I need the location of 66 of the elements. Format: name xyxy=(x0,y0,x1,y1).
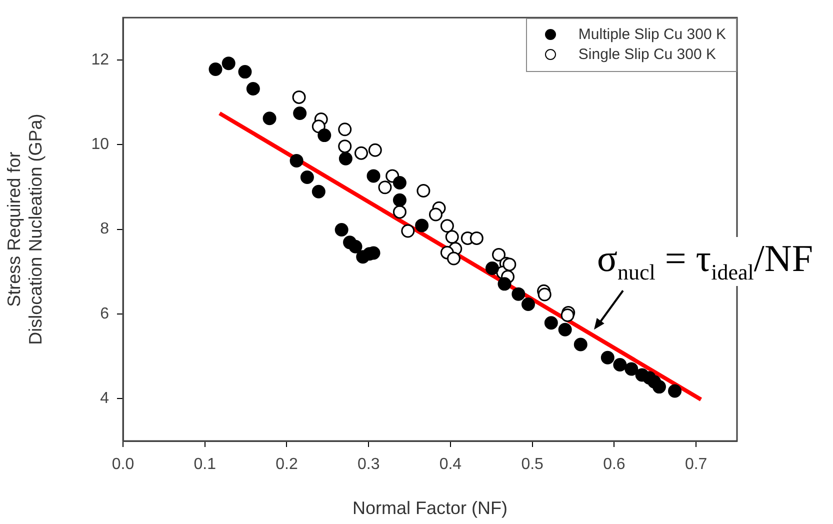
x-tick-label: 0.1 xyxy=(194,456,216,474)
x-tick-label: 0.0 xyxy=(112,456,134,474)
point xyxy=(574,338,588,352)
y-tick-label: 12 xyxy=(91,51,110,68)
x-axis-title: Normal Factor (NF) xyxy=(352,498,508,518)
point xyxy=(498,277,512,291)
point xyxy=(292,90,306,104)
point xyxy=(366,169,380,183)
annotation: σ$_{nucl}$ = τ$_{ideal}$/NF xyxy=(597,236,813,286)
point xyxy=(415,218,429,232)
point xyxy=(416,184,430,198)
point xyxy=(318,128,332,142)
point xyxy=(470,231,484,245)
point xyxy=(246,82,260,96)
y-tick-label: 4 xyxy=(100,390,110,408)
x-tick-label: 0.2 xyxy=(276,456,298,474)
point xyxy=(338,152,352,166)
point xyxy=(538,288,552,302)
point xyxy=(300,170,314,184)
point xyxy=(208,62,222,76)
point xyxy=(238,65,252,79)
point xyxy=(334,222,348,236)
point xyxy=(262,112,276,126)
legend-label: Single Slip Cu 300 K xyxy=(578,46,716,64)
x-tick-label: 0.6 xyxy=(603,456,626,474)
point xyxy=(354,146,368,160)
point xyxy=(624,362,638,376)
point xyxy=(293,106,307,120)
x-tick-label: 0.4 xyxy=(439,456,462,474)
point xyxy=(558,322,572,336)
x-tick-label: 0.7 xyxy=(684,456,708,474)
point xyxy=(560,308,574,322)
point xyxy=(613,358,627,372)
point xyxy=(290,154,304,168)
point xyxy=(512,287,526,301)
point xyxy=(440,219,454,233)
y-tick-label: 8 xyxy=(100,220,110,238)
point xyxy=(392,176,406,190)
point xyxy=(600,350,614,364)
point xyxy=(544,316,558,330)
point xyxy=(312,120,326,134)
y-tick-label: 6 xyxy=(100,305,110,322)
y-axis-title: Stress Required for Dislocation Nucleation (GPa) xyxy=(4,114,46,345)
point xyxy=(392,193,406,207)
point xyxy=(652,380,666,394)
legend-label: Multiple Slip Cu 300 K xyxy=(578,26,726,44)
point xyxy=(492,248,506,262)
point xyxy=(368,143,382,157)
point xyxy=(445,230,459,244)
x-tick-label: 0.5 xyxy=(521,456,544,474)
point xyxy=(668,384,682,398)
point xyxy=(392,205,406,219)
point xyxy=(428,208,442,222)
y-tick-label: 10 xyxy=(91,136,110,154)
point xyxy=(378,180,392,194)
point xyxy=(338,122,352,136)
point xyxy=(348,240,362,254)
point xyxy=(485,262,499,276)
point xyxy=(521,297,535,311)
point xyxy=(502,258,516,272)
point xyxy=(312,184,326,198)
point xyxy=(446,252,460,266)
x-tick-label: 0.3 xyxy=(357,456,380,474)
point xyxy=(401,224,415,238)
point xyxy=(338,140,352,154)
point xyxy=(222,56,236,70)
